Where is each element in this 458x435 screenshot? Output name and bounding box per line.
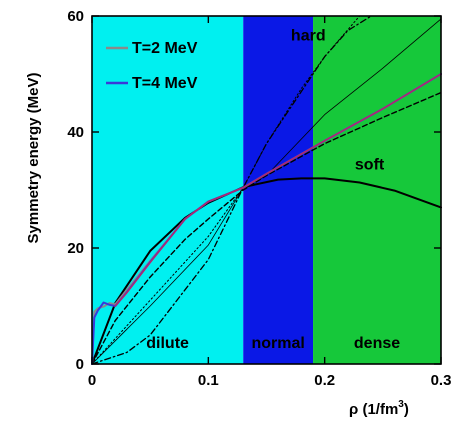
curve-annotation-1: soft — [355, 157, 385, 174]
x-axis-title-tail: ) — [404, 401, 409, 418]
curve-5 — [91, 91, 442, 365]
x-axis-title-main: ρ (1/fm — [349, 401, 398, 418]
curve-8 — [91, 15, 372, 365]
region-label-3: dense — [354, 335, 400, 352]
curves — [91, 15, 442, 365]
region-2 — [243, 16, 314, 364]
x-tick-label: 0.2 — [314, 372, 335, 389]
region-label-2: normal — [251, 335, 304, 352]
x-tick-label: 0.3 — [431, 372, 452, 389]
plot-frame — [91, 15, 442, 365]
x-tick-label: 0 — [88, 372, 96, 389]
x-axis-title-sup: 3 — [398, 399, 404, 410]
x-axis-title: ρ (1/fm3) — [349, 399, 409, 418]
y-axis-title: Symmetry energy (MeV) — [25, 73, 42, 244]
y-tick-label: 60 — [67, 8, 84, 25]
region-labels: dilute normal dense soft hard — [146, 27, 400, 352]
density-regions — [92, 16, 441, 364]
legend: T=2 MeV T=4 MeV — [106, 40, 198, 92]
legend-label: T=4 MeV — [132, 75, 198, 92]
curve-annotation-2: hard — [291, 27, 326, 44]
plot-border — [91, 15, 442, 365]
axis-ticks: 0 0.1 0.2 0.3 0 20 40 60 — [67, 8, 451, 389]
region-3 — [313, 16, 441, 364]
region-1 — [92, 16, 244, 364]
y-tick-label: 40 — [67, 124, 84, 141]
y-tick-label: 0 — [76, 356, 84, 373]
x-tick-label: 0.1 — [198, 372, 219, 389]
curve-4 — [91, 177, 442, 365]
legend-label: T=2 MeV — [132, 40, 198, 57]
y-tick-label: 20 — [67, 240, 84, 257]
region-label-1: dilute — [146, 335, 189, 352]
curve-3 — [114, 73, 442, 307]
